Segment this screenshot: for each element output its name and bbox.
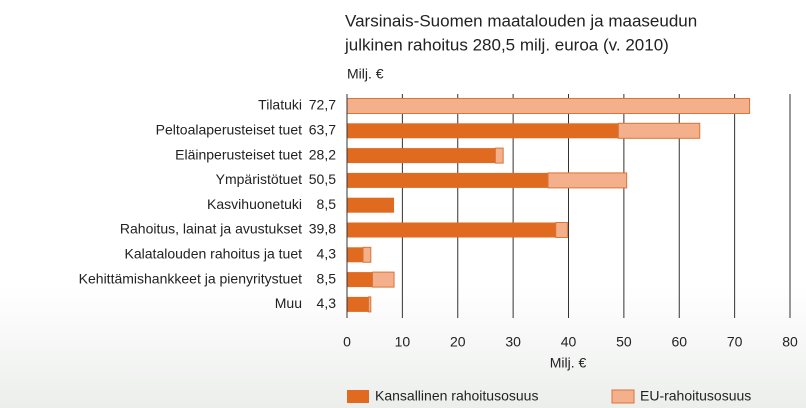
- chart-title: julkinen rahoitus 280,5 milj. euroa (v. …: [344, 35, 669, 54]
- bar-segment: [555, 222, 568, 238]
- total-label: 63,7: [309, 122, 336, 138]
- bar-segment: [347, 172, 549, 188]
- x-tick-label: 60: [671, 334, 687, 350]
- x-tick-label: 20: [450, 334, 466, 350]
- x-tick-label: 40: [561, 334, 577, 350]
- bar-segment: [371, 271, 395, 288]
- category-label: Rahoitus, lainat ja avustukset: [120, 221, 302, 237]
- bar-segment: [347, 123, 619, 139]
- category-label: Tilatuki: [258, 97, 302, 113]
- bar-segment: [617, 122, 701, 139]
- bar-segment: [347, 148, 496, 164]
- x-tick-label: 80: [782, 334, 798, 350]
- bar-segment: [362, 246, 372, 263]
- x-tick-label: 30: [505, 334, 521, 350]
- unit-label: Milj. €: [347, 66, 384, 82]
- x-tick-label: 70: [727, 334, 743, 350]
- total-label: 72,7: [309, 97, 336, 113]
- category-label: Peltoalaperusteiset tuet: [156, 122, 302, 138]
- bar-segment: [347, 272, 373, 288]
- legend-label: Kansallinen rahoitusosuus: [375, 388, 538, 404]
- category-label: Ympäristötuet: [216, 171, 302, 187]
- category-label: Kalatalouden rahoitus ja tuet: [125, 246, 303, 262]
- bar-segment: [347, 197, 395, 213]
- x-tick-label: 10: [395, 334, 411, 350]
- bar-segment: [347, 296, 369, 312]
- total-label: 39,8: [309, 221, 336, 237]
- bar-segment: [494, 147, 504, 164]
- total-label: 4,3: [317, 246, 337, 262]
- bar-segment: [347, 222, 556, 238]
- bar-segment: [368, 296, 372, 313]
- category-label: Kehittämishankkeet ja pienyritystuet: [79, 270, 302, 286]
- total-label: 8,5: [317, 196, 337, 212]
- chart-title: Varsinais-Suomen maatalouden ja maaseudu…: [345, 11, 697, 30]
- legend-swatch: [347, 390, 369, 403]
- bar-segment: [547, 172, 628, 189]
- x-axis-label: Milj. €: [550, 355, 587, 371]
- x-tick-label: 50: [616, 334, 632, 350]
- legend-swatch: [611, 389, 635, 404]
- x-tick-label: 0: [343, 334, 351, 350]
- total-label: 28,2: [309, 146, 336, 162]
- category-label: Kasvihuonetuki: [207, 196, 302, 212]
- total-label: 4,3: [317, 295, 337, 311]
- total-label: 50,5: [309, 171, 336, 187]
- bar-segment: [347, 247, 364, 263]
- total-label: 8,5: [317, 270, 337, 286]
- bar-segment: [346, 98, 751, 114]
- category-label: Muu: [275, 295, 302, 311]
- legend-label: EU-rahoitusosuus: [640, 388, 751, 404]
- category-label: Eläinperusteiset tuet: [175, 146, 302, 162]
